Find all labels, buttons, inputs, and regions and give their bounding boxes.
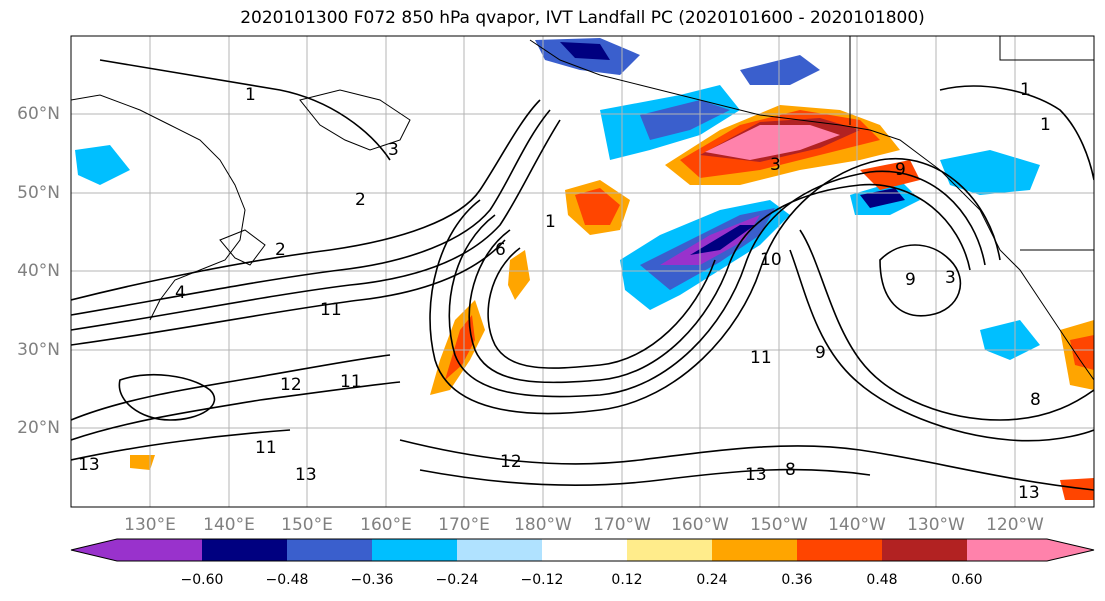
colorbar-swatch	[117, 539, 202, 561]
lon-label: 120°W	[986, 515, 1044, 535]
colorbar-swatch	[372, 539, 457, 561]
colorbar-tick-label: −0.36	[350, 572, 394, 588]
lon-label: 130°W	[907, 515, 965, 535]
positive-anomaly-shading	[130, 105, 1094, 500]
colorbar-swatch	[797, 539, 882, 561]
contour-label: 6	[495, 240, 506, 260]
lon-label: 160°E	[360, 515, 412, 535]
colorbar-tick-label: −0.24	[435, 572, 479, 588]
contour-label: 11	[340, 372, 362, 392]
colorbar-swatch	[627, 539, 712, 561]
graticule	[71, 36, 1094, 507]
contour-label: 12	[500, 452, 522, 472]
contour-label: 13	[295, 465, 317, 485]
lon-label: 160°W	[671, 515, 729, 535]
lon-label: 130°E	[124, 515, 176, 535]
colorbar-tick-label: 0.24	[696, 572, 728, 588]
colorbar-tick-label: 0.12	[611, 572, 643, 588]
contour-label: 1	[1020, 80, 1031, 100]
contour-label: 9	[895, 160, 906, 180]
contour-label: 1	[545, 212, 556, 232]
contour-label: 11	[255, 438, 277, 458]
lat-label: 60°N	[17, 104, 60, 124]
lon-label: 140°E	[203, 515, 255, 535]
contour-label: 9	[815, 343, 826, 363]
lon-label: 150°E	[281, 515, 333, 535]
lon-label: 170°W	[593, 515, 651, 535]
contour-label: 11	[750, 348, 772, 368]
contour-label: 3	[388, 140, 399, 160]
contour-label: 10	[760, 250, 782, 270]
colorbar-tick-label: 0.48	[866, 572, 898, 588]
colorbar-tick-label: −0.12	[520, 572, 564, 588]
colorbar-swatch	[457, 539, 542, 561]
contour-label: 2	[275, 240, 286, 260]
colorbar-tick-label: −0.60	[180, 572, 224, 588]
lat-label: 20°N	[17, 418, 60, 438]
colorbar-swatch	[1047, 539, 1094, 561]
colorbar-swatch	[542, 539, 627, 561]
colorbar-tick-label: 0.60	[951, 572, 983, 588]
colorbar-swatch	[712, 539, 797, 561]
colorbar-tick-label: −0.48	[265, 572, 309, 588]
colorbar	[70, 538, 1095, 562]
lon-label: 150°W	[750, 515, 808, 535]
contour-label: 1	[245, 85, 256, 105]
contour-label: 13	[745, 465, 767, 485]
contour-label: 13	[78, 455, 100, 475]
contour-label: 12	[280, 375, 302, 395]
contour-label: 3	[770, 155, 781, 175]
contour-label: 11	[320, 300, 342, 320]
lat-label: 30°N	[17, 340, 60, 360]
contour-label: 4	[175, 283, 186, 303]
coastlines	[71, 36, 1094, 381]
map-title: 2020101300 F072 850 hPa qvapor, IVT Land…	[240, 8, 925, 28]
ivt-contours	[71, 59, 1094, 491]
contour-label: 8	[785, 460, 796, 480]
contour-label: 1	[1040, 115, 1051, 135]
lat-label: 40°N	[17, 261, 60, 281]
contour-label: 9	[905, 270, 916, 290]
contour-label: 3	[945, 268, 956, 288]
colorbar-swatch	[287, 539, 372, 561]
contour-label: 8	[1030, 390, 1041, 410]
colorbar-tick-label: 0.36	[781, 572, 813, 588]
colorbar-swatch	[882, 539, 967, 561]
colorbar-swatch	[202, 539, 287, 561]
lon-label: 170°E	[438, 515, 490, 535]
colorbar-swatch	[71, 539, 117, 561]
map-frame	[70, 35, 1095, 508]
contour-label: 13	[1018, 483, 1040, 503]
lat-label: 50°N	[17, 183, 60, 203]
lon-label: 180°W	[514, 515, 572, 535]
colorbar-swatch	[967, 539, 1047, 561]
lon-label: 140°W	[828, 515, 886, 535]
contour-label: 2	[355, 190, 366, 210]
